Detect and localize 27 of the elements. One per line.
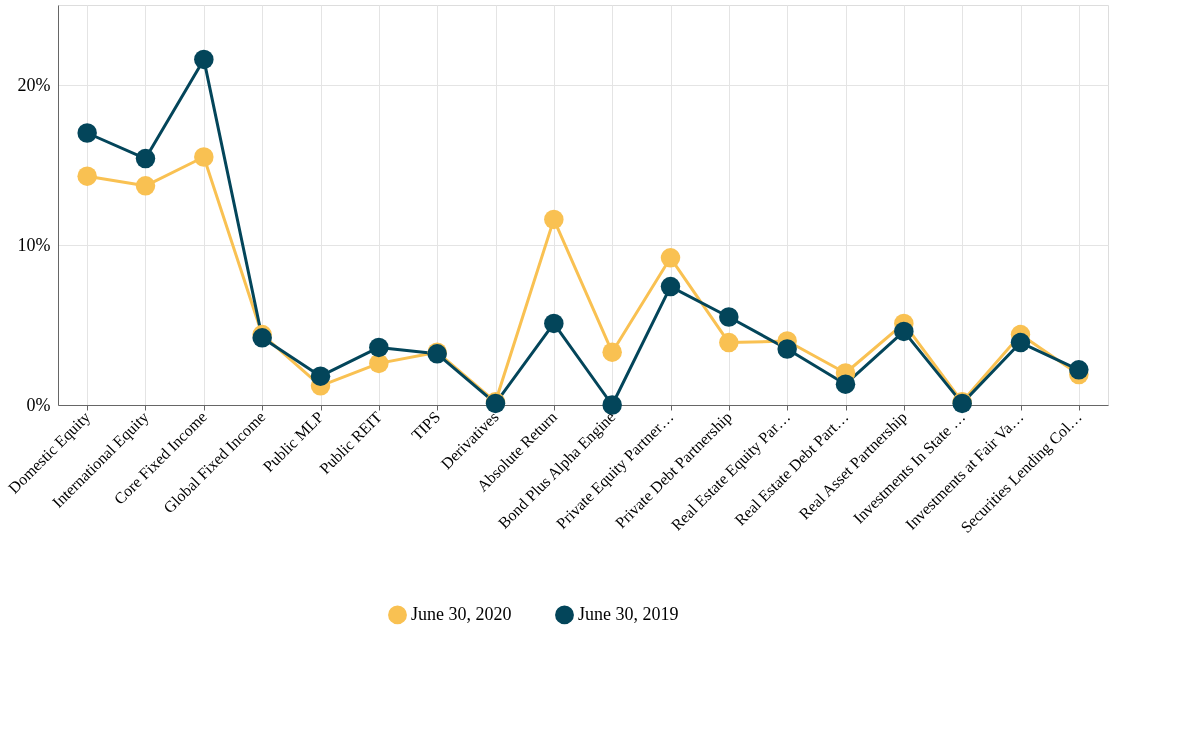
point [194,147,214,167]
y-tick-label: 10% [17,234,51,255]
point [135,176,156,196]
y-tick-label: 20% [17,74,51,95]
point [719,307,739,327]
point [777,339,797,359]
point [135,148,156,169]
legend-label: June 30, 2020 [411,603,512,624]
point [660,276,681,297]
point [719,332,739,353]
point [369,337,389,358]
point [894,321,914,342]
point [77,123,97,143]
point [835,374,856,394]
point [544,313,564,334]
point [602,342,622,362]
legend-label: June 30, 2019 [578,603,679,624]
point [544,209,564,230]
y-tick-label: 0% [26,394,51,415]
point [194,49,214,70]
point [660,248,681,268]
point [1069,360,1089,380]
point [77,166,97,186]
point [602,395,622,415]
point [369,353,389,374]
point [1010,332,1031,353]
point [310,366,331,386]
